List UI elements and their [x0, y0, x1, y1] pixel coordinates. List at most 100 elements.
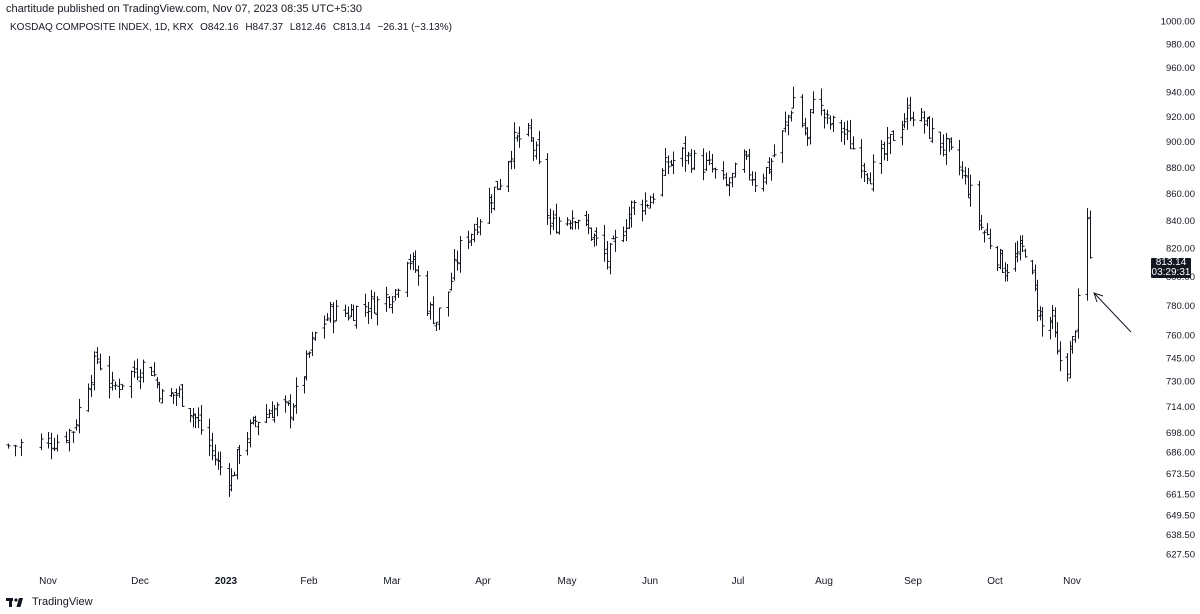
ohlc-bar — [110, 371, 115, 391]
ohlc-bar — [767, 157, 772, 175]
y-tick-label: 714.00 — [1166, 402, 1195, 413]
ohlc-bar — [1076, 288, 1081, 339]
ohlc-bar — [113, 381, 118, 390]
ohlc-bar — [331, 302, 336, 334]
ohlc-bar — [819, 88, 824, 116]
ohlc-bar — [449, 272, 454, 291]
ohlc-bar — [169, 388, 174, 397]
ohlc-bar — [334, 300, 339, 322]
ohlc-bar — [405, 261, 410, 298]
ohlc-bar — [71, 431, 76, 443]
ohlc-bar — [149, 366, 154, 376]
ohlc-bar — [171, 393, 176, 404]
ohlc-bar — [411, 252, 416, 271]
ohlc-bar — [517, 126, 522, 148]
ohlc-bar — [905, 97, 910, 130]
ohlc-bar — [565, 217, 570, 226]
ohlc-bar — [13, 444, 18, 457]
ohlc-bar — [89, 374, 94, 398]
ohlc-bar — [805, 127, 810, 146]
ohlc-bar — [253, 415, 258, 428]
ohlc-bar — [307, 351, 312, 358]
ohlc-bar — [1065, 353, 1070, 382]
price-axis[interactable]: 1000.00 980.00 960.00 940.00 920.00 900.00 880… — [1161, 17, 1195, 561]
ohlc-bar — [1070, 336, 1075, 354]
ohlc-bar — [487, 187, 492, 225]
ohlc-bar — [589, 227, 594, 241]
ohlc-bar — [1050, 304, 1055, 330]
ohlc-bar — [947, 138, 952, 152]
ohlc-bar — [960, 161, 965, 179]
x-tick-label: Oct — [987, 576, 1003, 587]
ohlc-bar — [193, 413, 198, 429]
ohlc-bar — [369, 290, 374, 320]
ohlc-bar — [157, 381, 162, 403]
ohlc-bar — [686, 151, 691, 165]
y-tick-label: 820.00 — [1166, 244, 1195, 255]
y-tick-label: 880.00 — [1166, 163, 1195, 174]
ohlc-bar — [135, 358, 140, 381]
x-tick-label: Nov — [39, 576, 57, 587]
ohlc-bar — [602, 224, 607, 262]
y-tick-label: 940.00 — [1166, 87, 1195, 98]
ohlc-high: H847.37 — [245, 22, 284, 33]
ohlc-bar — [683, 136, 688, 172]
symbol-name[interactable]: KOSDAQ COMPOSITE INDEX, 1D, KRX — [10, 22, 194, 33]
bar-countdown: 03:29:31 — [1151, 267, 1191, 278]
ohlc-bar — [977, 180, 982, 231]
ohlc-bar — [1048, 316, 1053, 340]
ohlc-bar — [1038, 306, 1043, 321]
last-price-value: 813.14 — [1155, 257, 1187, 268]
tradingview-brand[interactable]: TradingView — [32, 596, 93, 608]
ohlc-bar — [822, 109, 827, 129]
ohlc-bar — [888, 133, 893, 155]
ohlc-bar — [730, 172, 735, 188]
ohlc-bar — [372, 291, 377, 314]
ohlc-bar — [900, 120, 905, 146]
ohlc-bar — [396, 288, 401, 299]
ohlc-bar — [455, 250, 460, 271]
y-tick-label: 1000.00 — [1161, 17, 1195, 28]
ohlc-bar — [780, 130, 785, 163]
ohlc-bar — [629, 200, 634, 228]
y-tick-label: 730.00 — [1166, 377, 1195, 388]
ohlc-bar — [177, 386, 182, 398]
ohlc-bar — [55, 434, 60, 452]
x-tick-label: Feb — [300, 576, 318, 587]
ohlc-bar — [624, 219, 629, 241]
ohlc-bar — [1020, 235, 1025, 253]
ohlc-bar — [911, 111, 916, 127]
ohlc-bar — [210, 432, 215, 461]
ohlc-bar — [469, 233, 474, 247]
ohlc-bar — [786, 114, 791, 136]
ohlc-bar — [663, 148, 668, 177]
ohlc-bar — [988, 228, 993, 250]
y-tick-label: 840.00 — [1166, 216, 1195, 227]
ohlc-close: C813.14 — [332, 22, 371, 33]
ohlc-bar — [349, 304, 354, 318]
ohlc-bar — [1015, 240, 1020, 263]
ohlc-bar — [789, 110, 794, 122]
ohlc-bar — [692, 150, 697, 170]
ohlc-bar — [925, 117, 930, 127]
ohlc-bar — [783, 111, 788, 133]
time-axis[interactable]: Nov Dec 2023 Feb Mar Apr May Jun Jul Aug Sep Oct Nov — [39, 576, 1081, 587]
ohlc-bar — [248, 419, 253, 448]
ohlc-bar — [354, 305, 359, 329]
ohlc-bar — [982, 230, 987, 243]
ohlc-bar — [643, 192, 648, 215]
ohlc-bar — [199, 404, 204, 435]
ohlc-bar — [902, 113, 907, 129]
ohlc-bar — [351, 304, 356, 322]
ohlc-bar — [346, 306, 351, 321]
ohlc-bar — [891, 130, 896, 141]
ohlc-bar — [229, 468, 234, 492]
ohlc-bar — [366, 301, 371, 324]
ohlc-bar — [998, 248, 1003, 270]
ohlc-bar — [152, 362, 157, 377]
ohlc-bar — [49, 432, 54, 460]
ohlc-bar — [750, 171, 755, 186]
y-tick-label: 900.00 — [1166, 137, 1195, 148]
annotation-arrow[interactable] — [1093, 292, 1132, 333]
